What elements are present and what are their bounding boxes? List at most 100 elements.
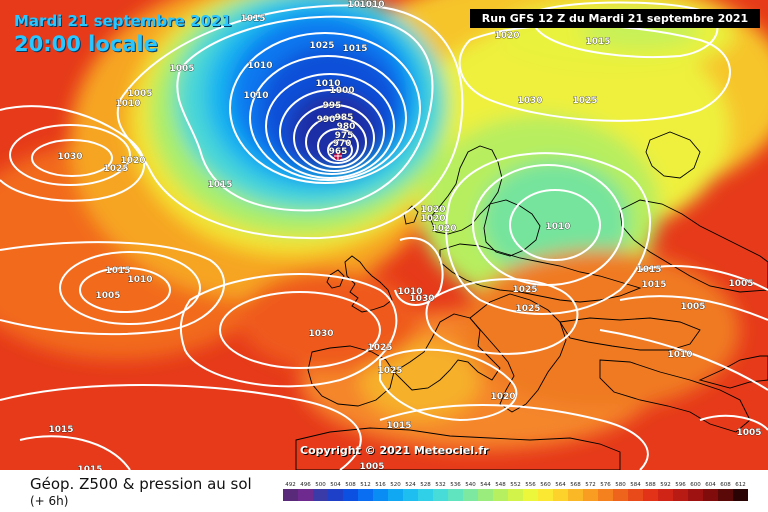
color-scale: 492 496 500 504 508 512 516 520 524 528 532 536 540 5…: [283, 482, 748, 501]
isobar-label: 990: [317, 115, 336, 125]
scale-swatch: [598, 489, 613, 501]
scale-tick-label: 520: [390, 482, 401, 488]
isobar-label: 1025: [367, 343, 392, 353]
scale-swatch: [448, 489, 463, 501]
isobar-label: 1030: [57, 152, 82, 162]
low-pressure-center: [334, 152, 342, 160]
isobar-label: 1015: [585, 37, 610, 47]
forecast-time: 20:00 locale: [14, 32, 158, 56]
scale-swatch: [328, 489, 343, 501]
isobar-label: 1020: [120, 156, 145, 166]
isobar-label: 1005: [736, 428, 761, 438]
scale-swatch: [298, 489, 313, 501]
isobar-label: 1015: [77, 465, 102, 470]
scale-swatch: [523, 489, 538, 501]
isobar-label: 1015: [636, 265, 661, 275]
isobar-label: 1025: [512, 285, 537, 295]
isobar-label: 1030: [517, 96, 542, 106]
scale-tick-label: 556: [525, 482, 536, 488]
scale-tick-label: 516: [375, 482, 386, 488]
scale-tick-label: 560: [540, 482, 551, 488]
isobar-lines: [0, 1, 768, 470]
isobar-label: 1015: [386, 421, 411, 431]
isobar-label: 1015: [641, 280, 666, 290]
isobar-label: 1010: [397, 287, 422, 297]
scale-tick-label: 596: [675, 482, 686, 488]
isobar-label: 1010: [247, 61, 272, 71]
scale-swatch: [478, 489, 493, 501]
scale-tick-label: 592: [660, 482, 671, 488]
scale-swatch: [673, 489, 688, 501]
scale-tick-label: 528: [420, 482, 431, 488]
isobar-label: 1010: [667, 350, 692, 360]
scale-tick-label: 548: [495, 482, 506, 488]
isobar-label: 1005: [169, 64, 194, 74]
isobar-label: 1020: [490, 392, 515, 402]
model-run-label: Run GFS 12 Z du Mardi 21 septembre 2021: [470, 9, 760, 28]
scale-tick-label: 504: [330, 482, 341, 488]
isobar-label: 1000: [329, 86, 354, 96]
scale-swatch: [538, 489, 553, 501]
scale-swatch: [358, 489, 373, 501]
isobar-label: 1030: [308, 329, 333, 339]
scale-swatch: [553, 489, 568, 501]
scale-swatch: [613, 489, 628, 501]
legend-title: Géop. Z500 & pression au sol: [30, 475, 252, 493]
scale-swatch: [643, 489, 658, 501]
isobar-label: 1025: [515, 304, 540, 314]
scale-swatch: [688, 489, 703, 501]
scale-tick-label: 544: [480, 482, 491, 488]
scale-swatch: [718, 489, 733, 501]
isobar-label: 1005: [359, 462, 384, 470]
scale-swatch: [583, 489, 598, 501]
isobar-label: 1010: [115, 99, 140, 109]
scale-swatch: [283, 489, 298, 501]
scale-swatch: [703, 489, 718, 501]
scale-swatch: [733, 489, 748, 501]
scale-tick-label: 568: [570, 482, 581, 488]
scale-swatch: [418, 489, 433, 501]
scale-tick-label: 552: [510, 482, 521, 488]
isobar-label: 1005: [680, 302, 705, 312]
scale-tick-label: 512: [360, 482, 371, 488]
scale-swatch: [508, 489, 523, 501]
isobar-label: 1025: [572, 96, 597, 106]
isobar-label: 965: [329, 147, 348, 157]
scale-tick-label: 564: [555, 482, 566, 488]
scale-tick-label: 508: [345, 482, 356, 488]
isobar-label: 1030: [409, 294, 434, 304]
legend-subtitle: (+ 6h): [30, 494, 69, 508]
copyright-text: Copyright © 2021 Meteociel.fr: [300, 444, 489, 457]
isobar-label: 1020: [420, 205, 445, 215]
scale-tick-label: 576: [600, 482, 611, 488]
isobar-label: 1020: [431, 224, 456, 234]
scale-swatch: [313, 489, 328, 501]
isobar-label: 1005: [127, 89, 152, 99]
isobar-label: 995: [323, 101, 342, 111]
scale-tick-label: 584: [630, 482, 641, 488]
isobar-label: 1020: [494, 31, 519, 41]
isobar-label: 1015: [347, 0, 372, 10]
scale-tick-label: 600: [690, 482, 701, 488]
isobar-label: 1025: [309, 41, 334, 51]
isobar-label: 1015: [240, 14, 265, 24]
scale-tick-label: 580: [615, 482, 626, 488]
scale-tick-label: 532: [435, 482, 446, 488]
scale-tick-label: 608: [720, 482, 731, 488]
scale-swatch: [628, 489, 643, 501]
coastlines: [295, 131, 768, 470]
scale-tick-label: 536: [450, 482, 461, 488]
scale-tick-label: 572: [585, 482, 596, 488]
isobar-label: 1015: [342, 44, 367, 54]
isobar-label: 985: [335, 113, 354, 123]
isobar-label: 1025: [103, 164, 128, 174]
scale-swatch: [493, 489, 508, 501]
scale-tick-label: 524: [405, 482, 416, 488]
scale-swatch: [403, 489, 418, 501]
scale-swatch: [463, 489, 478, 501]
isobar-label: 1005: [95, 291, 120, 301]
scale-swatch: [343, 489, 358, 501]
